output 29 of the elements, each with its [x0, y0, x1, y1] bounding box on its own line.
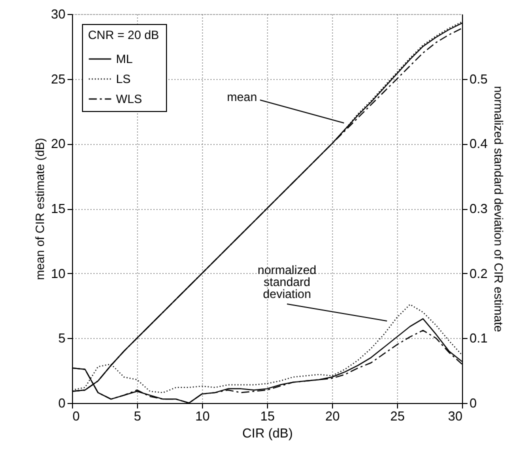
legend-title: CNR = 20 dB	[88, 28, 160, 42]
y-axis-title: mean of CIR estimate (dB)	[33, 138, 48, 280]
legend-label: WLS	[116, 92, 142, 106]
y-tick-label: 10	[51, 266, 66, 281]
legend-label: ML	[116, 52, 133, 66]
x-tick-label: 20	[325, 408, 340, 424]
y2-tick-label: 0	[470, 396, 477, 410]
x-tick-label: 30	[448, 408, 462, 424]
x-tick-label: 5	[134, 408, 142, 424]
x-tick-label: 10	[195, 408, 210, 424]
y2-tick-label: 0.5	[470, 71, 488, 86]
y-tick-label: 5	[58, 330, 66, 346]
y-tick-label: 30	[51, 6, 66, 22]
y2-tick-label: 0.2	[470, 266, 488, 281]
y2-tick-label: 0.4	[470, 136, 488, 152]
y2-axis-title: normalized standard deviation of CIR estimate	[492, 86, 506, 332]
y-tick-label: 20	[51, 136, 66, 152]
x-tick-label: 15	[260, 408, 275, 424]
annotation: mean	[226, 90, 258, 104]
x-tick-label: 0	[72, 408, 80, 424]
legend-label: LS	[116, 72, 131, 86]
y2-tick-label: 0.1	[470, 330, 488, 346]
y-tick-label: 0	[58, 396, 66, 410]
y-tick-label: 15	[51, 201, 66, 216]
annotation: normalized standard deviation	[258, 263, 316, 301]
y2-tick-label: 0.3	[470, 201, 488, 216]
x-tick-label: 25	[390, 408, 405, 424]
y-tick-label: 25	[51, 71, 66, 86]
x-axis-title: CIR (dB)	[242, 426, 293, 440]
